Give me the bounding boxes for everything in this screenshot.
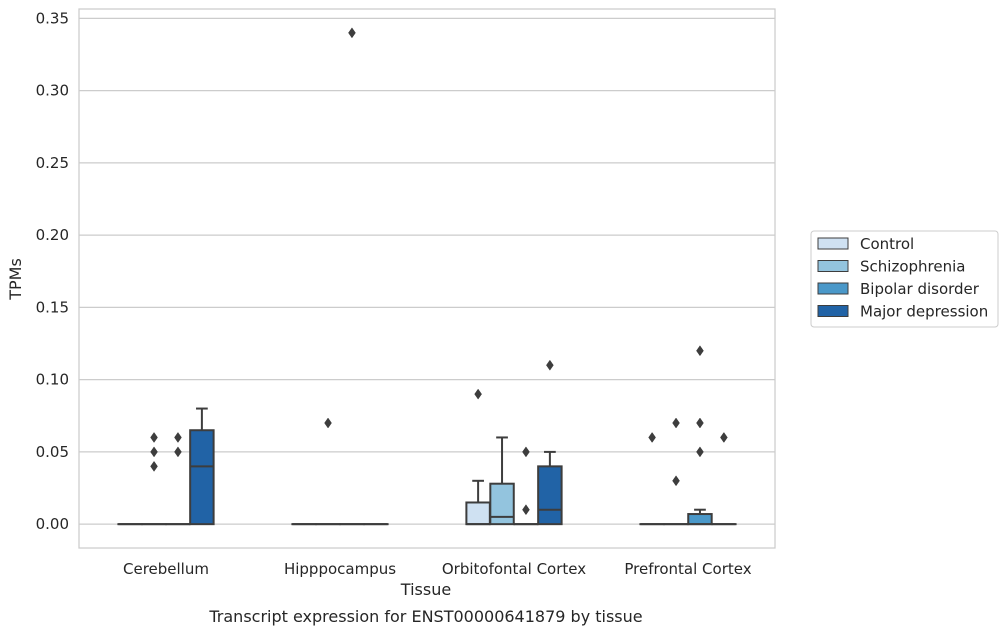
- outlier-point: [174, 432, 182, 443]
- legend-swatch: [817, 237, 849, 250]
- y-tick-label: 0.20: [36, 226, 69, 244]
- outlier-point: [696, 417, 704, 429]
- box-2-1: [339, 27, 365, 526]
- plot-frame: [78, 8, 776, 549]
- box-3-3: [711, 432, 737, 526]
- outlier-point: [324, 417, 332, 429]
- legend-label: Control: [860, 235, 914, 253]
- outlier-point: [522, 504, 530, 516]
- outlier-point: [546, 359, 554, 371]
- outlier-point: [672, 417, 680, 429]
- y-tick-labels: 0.00 0.05 0.10 0.15 0.20 0.25 0.30 0.35: [36, 9, 69, 533]
- outlier-point: [150, 446, 158, 458]
- x-tick-label: Orbitofontal Cortex: [442, 560, 586, 578]
- x-tick-label: Cerebellum: [123, 560, 209, 578]
- y-tick-label: 0.25: [36, 154, 69, 172]
- outlier-point: [696, 345, 704, 357]
- legend-swatch: [817, 305, 849, 317]
- y-tick-label: 0.35: [36, 9, 69, 27]
- outlier-point: [474, 388, 482, 400]
- outlier-point: [348, 27, 356, 39]
- box-1-0: [141, 432, 167, 526]
- y-tick-label: 0.30: [36, 82, 69, 100]
- legend-label: Schizophrenia: [860, 258, 965, 276]
- outlier-point: [522, 446, 530, 458]
- box-1-1: [315, 417, 341, 526]
- legend: Control Schizophrenia Bipolar disorder Majo…: [810, 230, 999, 328]
- outlier-point: [150, 432, 158, 443]
- legend-box: [810, 230, 999, 328]
- box-body: [687, 513, 713, 526]
- legend-label: Bipolar disorder: [860, 280, 980, 298]
- x-tick-labels: Cerebellum Hipppocampus Orbitofontal Corte…: [123, 560, 752, 578]
- box-3-0: [189, 407, 215, 526]
- y-tick-label: 0.10: [36, 371, 69, 389]
- legend-swatch: [817, 282, 849, 295]
- gridlines: [79, 17, 775, 525]
- box-body: [489, 482, 515, 526]
- x-tick-label: Hipppocampus: [284, 560, 396, 578]
- y-axis-label: TPMs: [6, 258, 25, 301]
- box-2-0: [165, 432, 191, 526]
- outlier-point: [672, 475, 680, 487]
- box-0-2: [465, 388, 491, 526]
- box-2-2: [513, 446, 539, 526]
- legend-swatch: [817, 260, 849, 272]
- box-body: [465, 501, 491, 526]
- box-body: [189, 429, 215, 526]
- box-1-2: [489, 436, 515, 526]
- x-tick-label: Prefrontal Cortex: [624, 560, 751, 578]
- box-1-3: [663, 417, 689, 526]
- outlier-point: [150, 460, 158, 472]
- chart-title: Transcript expression for ENST0000064187…: [208, 607, 642, 626]
- y-tick-label: 0.05: [36, 443, 69, 461]
- box-2-3: [687, 345, 713, 526]
- y-tick-label: 0.15: [36, 298, 69, 316]
- y-tick-label: 0.00: [36, 515, 69, 533]
- outlier-point: [696, 446, 704, 458]
- box-0-3: [639, 432, 665, 526]
- outlier-point: [720, 432, 728, 443]
- plot-marks: [117, 27, 737, 526]
- box-body: [537, 465, 563, 526]
- outlier-point: [648, 432, 656, 443]
- box-3-2: [537, 359, 563, 526]
- legend-label: Major depression: [860, 303, 988, 321]
- outlier-point: [174, 446, 182, 458]
- x-axis-label: Tissue: [400, 580, 451, 599]
